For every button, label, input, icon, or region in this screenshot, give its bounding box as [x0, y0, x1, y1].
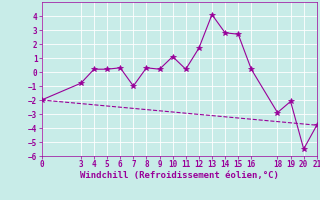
- X-axis label: Windchill (Refroidissement éolien,°C): Windchill (Refroidissement éolien,°C): [80, 171, 279, 180]
